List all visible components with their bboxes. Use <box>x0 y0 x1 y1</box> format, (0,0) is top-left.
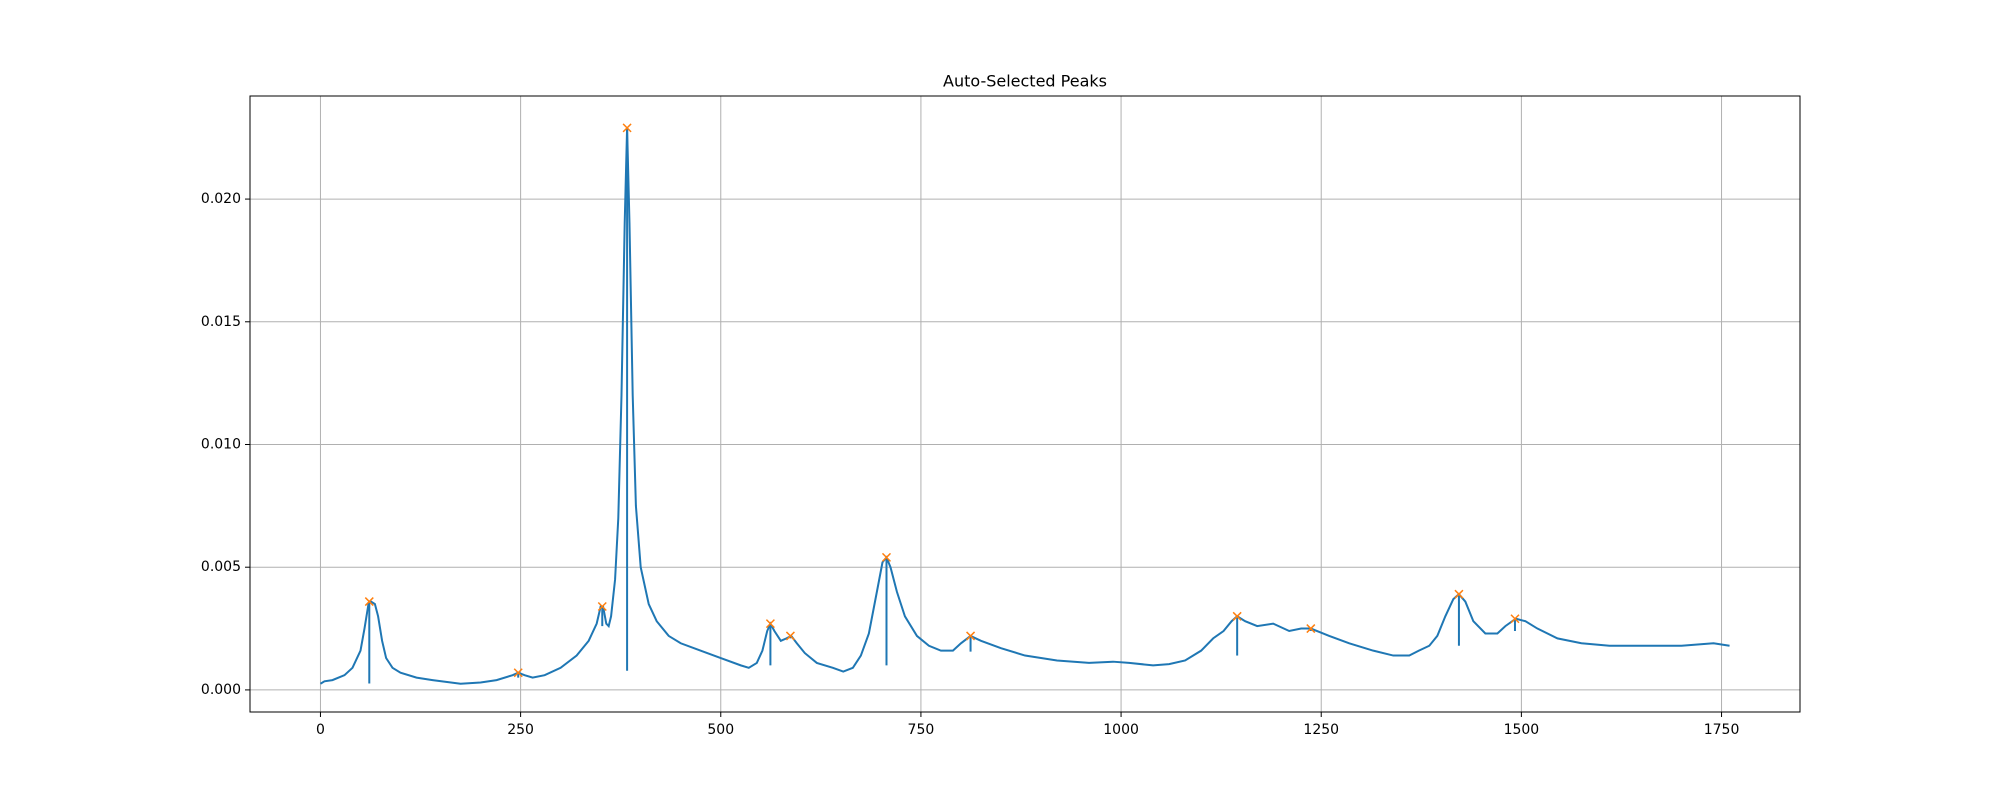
peak-marker <box>364 597 374 607</box>
chart-title: Auto-Selected Peaks <box>943 72 1107 91</box>
x-tick-label: 1500 <box>1504 722 1540 738</box>
y-tick-label: 0.005 <box>201 559 241 575</box>
y-tick-label: 0.015 <box>201 314 241 330</box>
peak-marker <box>513 668 523 678</box>
x-tick-label: 0 <box>316 722 325 738</box>
y-tick-label: 0.010 <box>201 436 241 452</box>
peak-marker <box>881 552 892 562</box>
x-tick-label: 1250 <box>1303 722 1339 738</box>
y-tick-label: 0.020 <box>201 191 241 207</box>
x-tick-label: 250 <box>507 722 534 738</box>
peak-marker <box>597 601 607 612</box>
data-line <box>319 127 1730 685</box>
x-tick-label: 750 <box>908 722 935 738</box>
peak-marker <box>1232 611 1242 621</box>
peak-marker <box>622 123 632 133</box>
peak-marker <box>966 631 976 641</box>
peak-marker <box>1510 614 1520 624</box>
y-tick-label: 0.000 <box>201 682 241 698</box>
peak-marker <box>1454 589 1464 599</box>
peak-marker <box>1306 624 1316 634</box>
x-tick-label: 500 <box>707 722 734 738</box>
peak-marker <box>765 619 775 629</box>
x-tick-label: 1000 <box>1103 722 1139 738</box>
peak-marker <box>785 631 795 641</box>
x-tick-label: 1750 <box>1704 722 1740 738</box>
plot-frame <box>249 95 1801 713</box>
